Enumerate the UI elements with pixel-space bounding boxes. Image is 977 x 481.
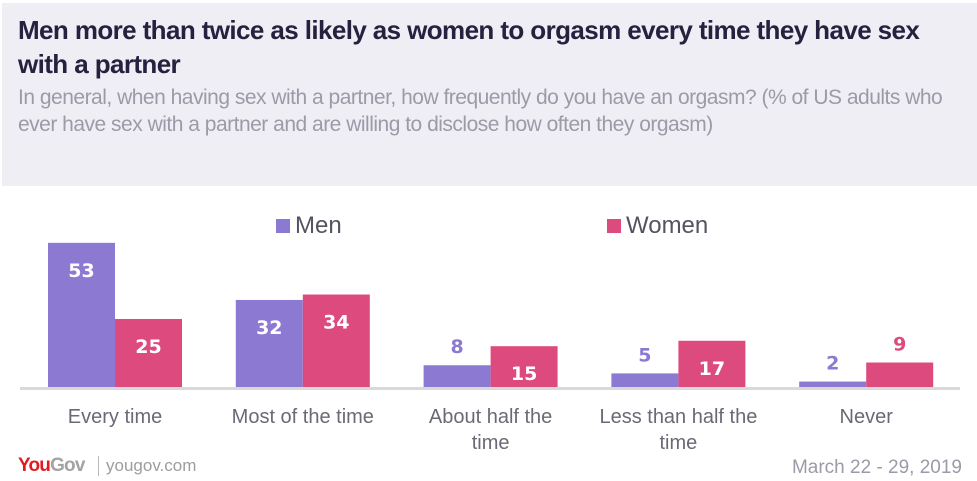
- data-label-women-4: 9: [893, 334, 906, 356]
- x-axis-line: [20, 387, 960, 390]
- logo-gov: Gov: [50, 455, 85, 476]
- category-label-line: About half the: [429, 406, 552, 428]
- logo-you: You: [18, 455, 51, 476]
- data-label-men-1: 32: [256, 317, 282, 339]
- category-label-line: time: [472, 432, 510, 450]
- bar-men-2: [423, 365, 491, 387]
- category-label-line: Less than half the: [599, 406, 757, 428]
- category-label-1: Most of the time: [232, 406, 374, 428]
- bar-women-0: [115, 319, 182, 387]
- footer-date: March 22 - 29, 2019: [791, 457, 962, 478]
- chart-title: Men more than twice as likely as women t…: [18, 15, 920, 79]
- legend-swatch-men: [276, 219, 290, 233]
- bar-women-2: [490, 346, 558, 387]
- legend-swatch-women: [607, 219, 621, 233]
- legend-label-men: Men: [295, 212, 342, 239]
- category-label-2: About half the time: [429, 406, 552, 450]
- category-label-4: Never: [840, 406, 894, 428]
- chart-subtitle: In general, when having sex with a partn…: [18, 86, 943, 136]
- category-label-line: Never: [840, 406, 894, 428]
- bar-men-0: [48, 242, 115, 387]
- bar-women-4: [866, 362, 934, 387]
- yougov-logo: YouGov: [18, 455, 85, 477]
- bar-men-4: [799, 381, 867, 387]
- legend-item-men: Men: [276, 212, 342, 240]
- header-panel: Men more than twice as likely as women t…: [2, 3, 977, 186]
- category-label-line: Most of the time: [232, 406, 374, 428]
- footer-url: yougov.com: [106, 456, 197, 475]
- category-label-0: Every time: [68, 406, 162, 428]
- category-label-line: Every time: [68, 406, 162, 428]
- bar-men-3: [611, 373, 679, 387]
- data-label-women-1: 34: [323, 312, 349, 334]
- data-label-men-4: 2: [826, 353, 839, 375]
- legend-label-women: Women: [626, 212, 709, 239]
- legend-item-women: Women: [607, 212, 708, 240]
- data-label-men-2: 8: [450, 336, 463, 358]
- bar-women-1: [302, 294, 370, 387]
- category-label-3: Less than half the time: [599, 406, 757, 450]
- data-label-women-2: 15: [511, 363, 537, 385]
- bar-men-1: [235, 299, 303, 387]
- data-label-men-3: 5: [638, 344, 651, 366]
- data-label-women-0: 25: [135, 336, 161, 358]
- category-label-line: time: [660, 432, 698, 450]
- bar-women-3: [678, 340, 746, 387]
- footer-divider: [98, 456, 99, 476]
- data-label-men-0: 53: [68, 260, 94, 282]
- data-label-women-3: 17: [699, 358, 725, 380]
